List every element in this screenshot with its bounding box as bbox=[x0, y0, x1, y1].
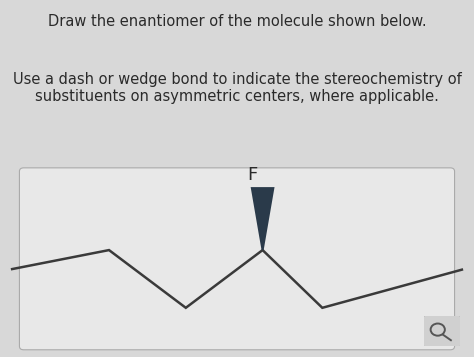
FancyBboxPatch shape bbox=[423, 315, 461, 347]
Text: Use a dash or wedge bond to indicate the stereochemistry of
substituents on asym: Use a dash or wedge bond to indicate the… bbox=[13, 72, 461, 104]
FancyBboxPatch shape bbox=[19, 168, 455, 350]
Text: F: F bbox=[247, 166, 258, 184]
Text: Draw the enantiomer of the molecule shown below.: Draw the enantiomer of the molecule show… bbox=[48, 14, 426, 29]
Polygon shape bbox=[251, 187, 274, 250]
